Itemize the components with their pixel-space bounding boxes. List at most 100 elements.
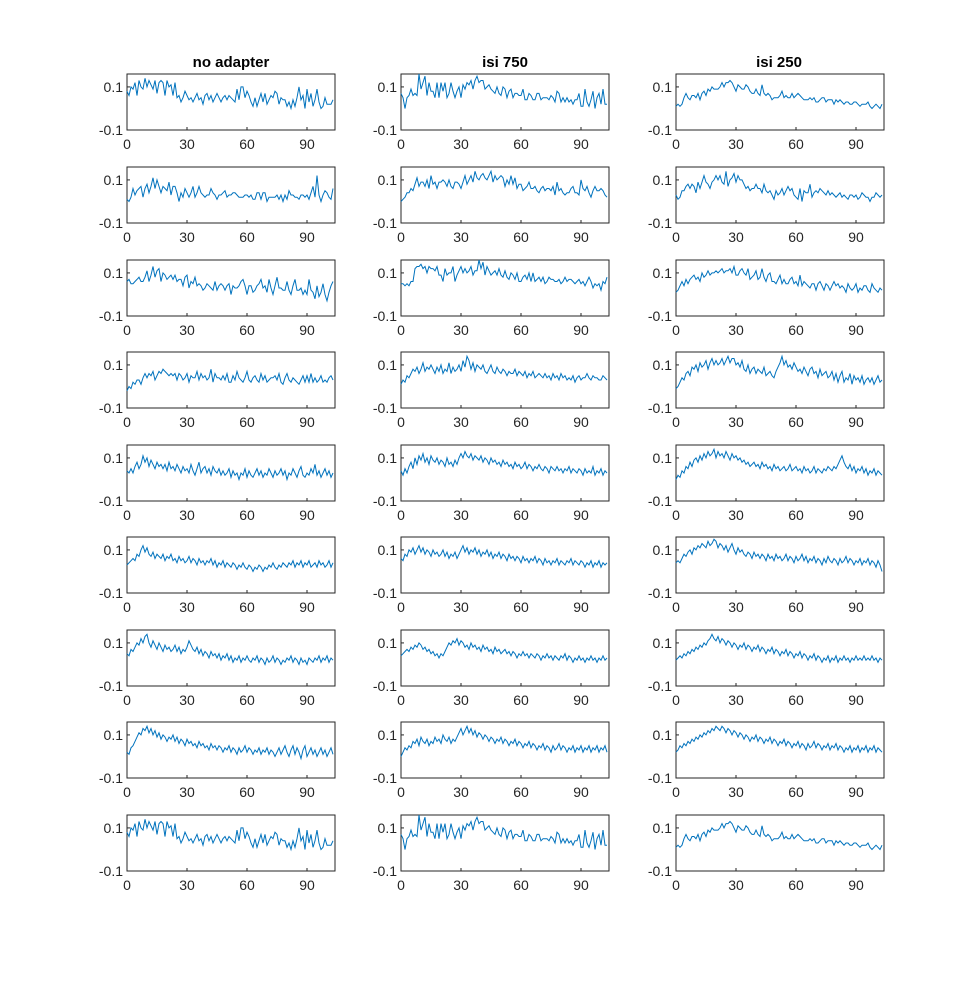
y-tick-label-no-adapter-row4-0: -0.1 [99, 400, 123, 416]
series-line-isi-250-row8 [675, 725, 883, 754]
x-tick-label-isi-250-row3-60: 60 [788, 322, 804, 338]
x-tick-label-isi-750-row9-30: 30 [453, 877, 469, 893]
series-line-no-adapter-row1 [126, 78, 334, 111]
series-line-no-adapter-row4 [126, 368, 334, 392]
x-tick-label-isi-250-row6-90: 90 [848, 599, 864, 615]
y-tick-label-isi-750-row8-1: 0.1 [378, 727, 398, 743]
series-line-isi-750-row8 [400, 724, 608, 757]
axes-box-no-adapter-row8 [126, 721, 336, 779]
series-line-isi-750-row6 [400, 544, 608, 569]
x-tick-label-isi-750-row7-90: 90 [573, 692, 589, 708]
x-tick-label-no-adapter-row5-30: 30 [179, 507, 195, 523]
x-tick-label-no-adapter-row5-0: 0 [123, 507, 131, 523]
x-tick-label-no-adapter-row1-0: 0 [123, 136, 131, 152]
y-tick-label-isi-250-row3-1: 0.1 [653, 265, 673, 281]
x-tick-label-no-adapter-row2-60: 60 [239, 229, 255, 245]
axes-box-isi-750-row9 [400, 814, 610, 872]
x-tick-label-no-adapter-row2-30: 30 [179, 229, 195, 245]
x-tick-label-no-adapter-row8-0: 0 [123, 784, 131, 800]
x-tick-label-isi-750-row4-30: 30 [453, 414, 469, 430]
panel-isi-250-row5: 0 30 60 90 -0.1 0.1 [648, 444, 885, 523]
x-tick-label-isi-750-row7-30: 30 [453, 692, 469, 708]
series-line-no-adapter-row9 [126, 819, 334, 852]
x-tick-label-isi-250-row7-30: 30 [728, 692, 744, 708]
panel-isi-750-row2: 0 30 60 90 -0.1 0.1 [373, 166, 610, 245]
x-tick-label-no-adapter-row4-30: 30 [179, 414, 195, 430]
x-tick-label-no-adapter-row1-30: 30 [179, 136, 195, 152]
y-tick-label-no-adapter-row9-1: 0.1 [104, 820, 124, 836]
axes-box-isi-750-row6 [400, 536, 610, 594]
x-tick-label-no-adapter-row4-60: 60 [239, 414, 255, 430]
axes-box-isi-250-row9 [675, 814, 885, 872]
y-tick-label-isi-250-row6-1: 0.1 [653, 542, 673, 558]
x-tick-label-isi-750-row6-0: 0 [397, 599, 405, 615]
y-tick-label-isi-250-row7-1: 0.1 [653, 635, 673, 651]
x-tick-label-isi-750-row4-0: 0 [397, 414, 405, 430]
panel-no-adapter-row1: 0 30 60 90 -0.1 0.1 [99, 73, 336, 152]
y-tick-label-isi-250-row9-0: -0.1 [648, 863, 672, 879]
x-tick-label-isi-250-row2-30: 30 [728, 229, 744, 245]
x-tick-label-isi-750-row1-60: 60 [513, 136, 529, 152]
panel-isi-750-row3: 0 30 60 90 -0.1 0.1 [373, 259, 610, 338]
panel-isi-750-row9: 0 30 60 90 -0.1 0.1 [373, 814, 610, 893]
x-tick-label-isi-250-row5-0: 0 [672, 507, 680, 523]
x-tick-label-no-adapter-row5-90: 90 [299, 507, 315, 523]
x-tick-label-isi-250-row1-60: 60 [788, 136, 804, 152]
x-tick-label-isi-750-row7-0: 0 [397, 692, 405, 708]
y-tick-label-no-adapter-row7-0: -0.1 [99, 678, 123, 694]
x-tick-label-isi-250-row3-0: 0 [672, 322, 680, 338]
y-tick-label-isi-750-row3-1: 0.1 [378, 265, 398, 281]
x-tick-label-isi-250-row8-0: 0 [672, 784, 680, 800]
x-tick-label-isi-750-row8-0: 0 [397, 784, 405, 800]
panel-no-adapter-row8: 0 30 60 90 -0.1 0.1 [99, 721, 336, 800]
x-tick-label-isi-250-row9-0: 0 [672, 877, 680, 893]
y-tick-label-no-adapter-row5-0: -0.1 [99, 493, 123, 509]
y-tick-label-no-adapter-row6-0: -0.1 [99, 585, 123, 601]
y-tick-label-isi-750-row5-0: -0.1 [373, 493, 397, 509]
x-tick-label-isi-250-row7-60: 60 [788, 692, 804, 708]
y-tick-label-isi-250-row6-0: -0.1 [648, 585, 672, 601]
x-tick-label-no-adapter-row7-90: 90 [299, 692, 315, 708]
y-tick-label-isi-750-row9-0: -0.1 [373, 863, 397, 879]
x-tick-label-isi-250-row1-90: 90 [848, 136, 864, 152]
axes-box-isi-250-row2 [675, 166, 885, 224]
y-tick-label-isi-750-row6-0: -0.1 [373, 585, 397, 601]
y-tick-label-no-adapter-row1-1: 0.1 [104, 79, 124, 95]
panel-isi-750-row7: 0 30 60 90 -0.1 0.1 [373, 629, 610, 708]
panel-isi-250-row4: 0 30 60 90 -0.1 0.1 [648, 351, 885, 430]
axes-box-no-adapter-row9 [126, 814, 336, 872]
y-tick-label-isi-250-row3-0: -0.1 [648, 308, 672, 324]
x-tick-label-isi-750-row3-60: 60 [513, 322, 529, 338]
x-tick-label-no-adapter-row6-30: 30 [179, 599, 195, 615]
x-tick-label-no-adapter-row9-90: 90 [299, 877, 315, 893]
panel-no-adapter-row2: 0 30 60 90 -0.1 0.1 [99, 166, 336, 245]
x-tick-label-isi-250-row5-30: 30 [728, 507, 744, 523]
panel-no-adapter-row4: 0 30 60 90 -0.1 0.1 [99, 351, 336, 430]
x-tick-label-isi-250-row2-0: 0 [672, 229, 680, 245]
y-tick-label-no-adapter-row7-1: 0.1 [104, 635, 124, 651]
y-tick-label-isi-750-row8-0: -0.1 [373, 770, 397, 786]
axes-box-isi-750-row1 [400, 73, 610, 131]
axes-box-isi-750-row5 [400, 444, 610, 502]
x-tick-label-isi-250-row2-60: 60 [788, 229, 804, 245]
axes-box-isi-250-row7 [675, 629, 885, 687]
x-tick-label-isi-250-row2-90: 90 [848, 229, 864, 245]
y-tick-label-isi-250-row9-1: 0.1 [653, 820, 673, 836]
panel-no-adapter-row6: 0 30 60 90 -0.1 0.1 [99, 536, 336, 615]
panel-no-adapter-row9: 0 30 60 90 -0.1 0.1 [99, 814, 336, 893]
y-tick-label-no-adapter-row8-1: 0.1 [104, 727, 124, 743]
x-tick-label-isi-750-row2-60: 60 [513, 229, 529, 245]
y-tick-label-isi-750-row7-0: -0.1 [373, 678, 397, 694]
panel-isi-250-row7: 0 30 60 90 -0.1 0.1 [648, 629, 885, 708]
x-tick-label-isi-750-row1-30: 30 [453, 136, 469, 152]
panel-isi-250-row9: 0 30 60 90 -0.1 0.1 [648, 814, 885, 893]
x-tick-label-no-adapter-row4-90: 90 [299, 414, 315, 430]
y-tick-label-isi-750-row7-1: 0.1 [378, 635, 398, 651]
x-tick-label-no-adapter-row6-0: 0 [123, 599, 131, 615]
x-tick-label-isi-750-row8-60: 60 [513, 784, 529, 800]
y-tick-label-no-adapter-row3-0: -0.1 [99, 308, 123, 324]
panel-isi-750-row5: 0 30 60 90 -0.1 0.1 [373, 444, 610, 523]
x-tick-label-no-adapter-row9-30: 30 [179, 877, 195, 893]
x-tick-label-no-adapter-row4-0: 0 [123, 414, 131, 430]
